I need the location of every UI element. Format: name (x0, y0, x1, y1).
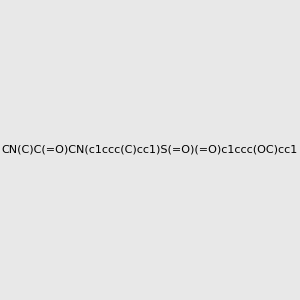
Text: CN(C)C(=O)CN(c1ccc(C)cc1)S(=O)(=O)c1ccc(OC)cc1: CN(C)C(=O)CN(c1ccc(C)cc1)S(=O)(=O)c1ccc(… (2, 145, 298, 155)
